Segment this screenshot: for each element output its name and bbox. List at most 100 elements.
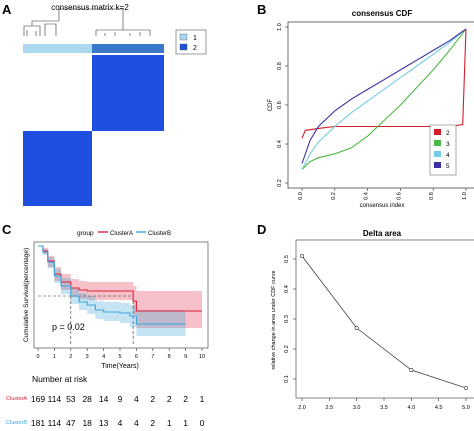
risk-cell: 0	[200, 418, 205, 428]
cdf-ylabel: CDF	[268, 99, 274, 112]
risk-cell: 169	[31, 394, 45, 404]
risk-cell: 13	[99, 418, 109, 428]
delta-point	[409, 367, 414, 372]
cdf-legend-swatch-5	[434, 162, 441, 168]
delta-x-tick-label: 5.0	[462, 405, 470, 411]
cdf-y-tick-label: 0.8	[277, 62, 283, 70]
cdf-y-tick-label: 1.0	[277, 23, 283, 31]
risk-cell: 28	[82, 394, 92, 404]
risk-cell: 14	[99, 394, 109, 404]
cdf-line-k5	[301, 28, 467, 164]
km-x-tick-label: 10	[199, 354, 205, 360]
dendrogram	[23, 8, 151, 36]
risk-cell: 1	[167, 418, 172, 428]
panel-b-letter: B	[257, 2, 266, 17]
delta-x-axis: 2.0 2.5 3.0 3.5 4.0 4.5 5.0	[298, 398, 470, 411]
km-x-tick-label: 1	[53, 354, 56, 360]
delta-series	[299, 254, 468, 390]
cdf-y-tick-label: 0.4	[277, 140, 283, 148]
cdf-y-tick-label: 0.2	[277, 179, 283, 187]
cdf-line-k3	[301, 28, 467, 170]
risk-cell: 2	[150, 394, 155, 404]
cdf-line-k4	[301, 28, 467, 170]
delta-x-tick-label: 2.5	[326, 405, 334, 411]
cluster-bar-1	[23, 44, 92, 53]
delta-ylabel: relative change in area under CDF curve	[271, 270, 277, 369]
panel-c-letter: C	[2, 222, 12, 237]
delta-point	[463, 385, 468, 390]
risk-cell: 53	[66, 394, 76, 404]
heatmap-block-3	[23, 131, 92, 206]
legend-label-1: 1	[193, 35, 197, 42]
panel-a-title: consensus matrix k=2	[51, 3, 129, 12]
cdf-legend-label-2: 2	[446, 130, 450, 137]
risk-cell: 2	[150, 418, 155, 428]
risk-cell: 4	[134, 394, 139, 404]
km-x-axis: 0 1 2 3 4 5 6 7 8 9 10	[36, 348, 205, 360]
delta-y-tick-label: 0.5	[284, 255, 290, 263]
km-legend-label-b: ClusterB	[148, 231, 171, 237]
cdf-legend-label-4: 4	[446, 152, 450, 159]
heatmap-block-4	[92, 131, 164, 206]
km-curves	[38, 245, 202, 325]
cdf-x-tick-label: 1.0	[462, 192, 468, 200]
risk-cell: 18	[82, 418, 92, 428]
legend-swatch-1	[179, 33, 188, 41]
panel-d-title: Delta area	[363, 229, 402, 238]
km-x-tick-label: 0	[36, 354, 39, 360]
panel-b-title: consensus CDF	[352, 9, 413, 18]
delta-y-tick-label: 0.4	[284, 285, 290, 293]
cdf-x-tick-label: 0.8	[429, 192, 435, 200]
risk-cell: 47	[66, 418, 76, 428]
heatmap-block-1	[23, 55, 92, 131]
panel-d-letter: D	[257, 222, 266, 237]
km-x-tick-label: 4	[102, 354, 105, 360]
km-x-tick-label: 5	[118, 354, 121, 360]
cdf-legend-label-5: 5	[446, 163, 450, 170]
cdf-legend-label-3: 3	[446, 141, 450, 148]
cluster-bar-2	[92, 44, 164, 53]
risk-cell: 181	[31, 418, 45, 428]
risk-cell: 4	[118, 418, 123, 428]
cdf-legend: 2 3 4 5	[429, 124, 457, 176]
km-legend-label-a: ClusterA	[110, 231, 133, 237]
heatmap-block-2	[92, 55, 164, 131]
legend-label-2: 2	[193, 45, 197, 52]
delta-y-tick-label: 0.1	[284, 375, 290, 383]
km-median-lines	[38, 295, 134, 346]
risk-row-label: ClusterB	[6, 420, 27, 426]
panel-c: group ClusterA ClusterB 0 1 2 3 4 5 6 7 8 9 10 p =…	[6, 230, 209, 428]
km-curve-ClusterB	[38, 245, 186, 325]
cdf-y-axis: 0.2 0.4 0.6 0.8 1.0	[277, 23, 288, 187]
km-ci-band-ClusterB	[38, 246, 186, 336]
km-legend: group ClusterA ClusterB	[77, 230, 171, 237]
risk-cell: 2	[183, 394, 188, 404]
cdf-x-tick-label: 0.6	[396, 192, 402, 200]
risk-table-title: Number at risk	[32, 374, 88, 384]
delta-y-tick-label: 0.2	[284, 345, 290, 353]
risk-cell: 114	[48, 394, 62, 404]
km-x-tick-label: 7	[151, 354, 154, 360]
panel-a-letter: A	[2, 2, 12, 17]
cdf-x-axis: 0.0 0.2 0.4 0.6 0.8 1.0	[298, 188, 468, 200]
km-x-tick-label: 6	[135, 354, 138, 360]
cdf-x-tick-label: 0.0	[298, 192, 304, 200]
risk-cell: 9	[118, 394, 123, 404]
cdf-legend-swatch-3	[434, 140, 441, 146]
risk-cell: 114	[48, 418, 62, 428]
risk-cell: 1	[183, 418, 188, 428]
cdf-legend-swatch-4	[434, 151, 441, 157]
heatmap-legend: 1 2	[175, 29, 207, 55]
km-ylabel: Cumulative Survival(percentage)	[23, 248, 30, 342]
delta-plot-frame	[295, 239, 474, 399]
delta-point	[299, 254, 304, 259]
km-x-tick-label: 2	[69, 354, 72, 360]
delta-x-tick-label: 3.0	[353, 405, 361, 411]
delta-x-tick-label: 2.0	[298, 405, 306, 411]
cdf-y-tick-label: 0.6	[277, 101, 283, 109]
delta-x-tick-label: 4.5	[435, 405, 443, 411]
delta-x-tick-label: 3.5	[380, 405, 388, 411]
km-x-tick-label: 3	[86, 354, 89, 360]
